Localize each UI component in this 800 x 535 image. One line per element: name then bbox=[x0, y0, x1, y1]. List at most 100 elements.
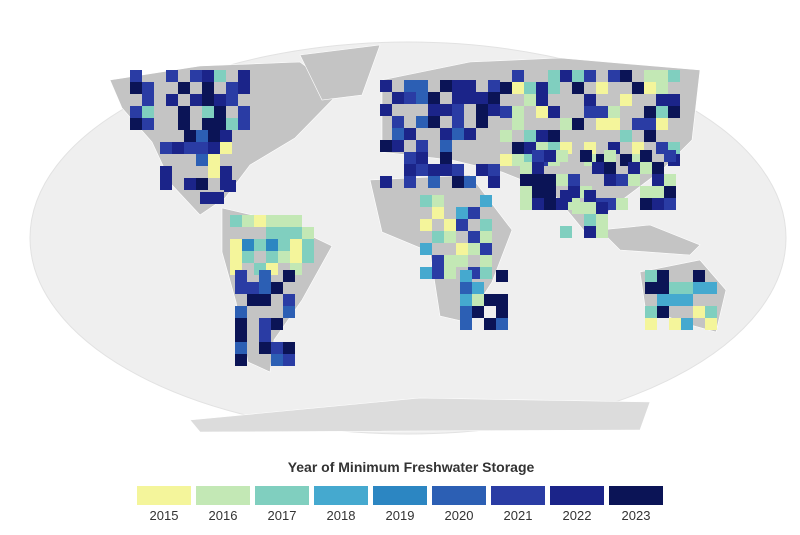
map-cell bbox=[645, 270, 657, 282]
map-cell bbox=[428, 116, 440, 128]
map-cell bbox=[290, 239, 302, 251]
map-cell bbox=[592, 162, 604, 174]
map-cell bbox=[645, 318, 657, 330]
map-cell bbox=[472, 282, 484, 294]
map-cell bbox=[380, 176, 392, 188]
map-cell bbox=[404, 80, 416, 92]
map-cell bbox=[532, 198, 544, 210]
map-cell bbox=[500, 106, 512, 118]
map-cell bbox=[476, 116, 488, 128]
map-cell bbox=[468, 207, 480, 219]
map-cell bbox=[166, 70, 178, 82]
map-cell bbox=[278, 215, 290, 227]
map-cell bbox=[628, 162, 640, 174]
map-cell bbox=[548, 130, 560, 142]
map-cell bbox=[283, 306, 295, 318]
map-cell bbox=[302, 239, 314, 251]
map-cell bbox=[266, 215, 278, 227]
map-cell bbox=[172, 142, 184, 154]
map-cell bbox=[512, 118, 524, 130]
map-cell bbox=[230, 239, 242, 251]
map-cell bbox=[460, 282, 472, 294]
map-cell bbox=[681, 294, 693, 306]
map-cell bbox=[290, 227, 302, 239]
map-cell bbox=[440, 80, 452, 92]
map-cell bbox=[452, 104, 464, 116]
map-cell bbox=[238, 106, 250, 118]
map-cell bbox=[512, 106, 524, 118]
map-cell bbox=[524, 130, 536, 142]
map-cell bbox=[226, 94, 238, 106]
map-cell bbox=[283, 342, 295, 354]
map-cell bbox=[556, 150, 568, 162]
map-cell bbox=[616, 198, 628, 210]
legend-swatch bbox=[196, 486, 250, 505]
map-cell bbox=[202, 106, 214, 118]
map-cell bbox=[616, 174, 628, 186]
map-cell bbox=[160, 166, 172, 178]
map-cell bbox=[644, 70, 656, 82]
map-cell bbox=[214, 70, 226, 82]
map-cell bbox=[656, 118, 668, 130]
map-cell bbox=[432, 267, 444, 279]
map-cell bbox=[440, 152, 452, 164]
map-cell bbox=[440, 128, 452, 140]
map-cell bbox=[142, 82, 154, 94]
map-cell bbox=[259, 282, 271, 294]
map-cell bbox=[532, 186, 544, 198]
map-cell bbox=[476, 164, 488, 176]
map-cell bbox=[488, 104, 500, 116]
map-cell bbox=[548, 106, 560, 118]
map-cell bbox=[532, 174, 544, 186]
map-cell bbox=[226, 82, 238, 94]
antarctica bbox=[189, 397, 651, 433]
map-cell bbox=[572, 82, 584, 94]
map-cell bbox=[669, 294, 681, 306]
map-cell bbox=[420, 195, 432, 207]
map-cell bbox=[496, 306, 508, 318]
map-cell bbox=[416, 92, 428, 104]
map-cell bbox=[496, 318, 508, 330]
map-cell bbox=[596, 82, 608, 94]
map-cell bbox=[608, 118, 620, 130]
map-cell bbox=[278, 227, 290, 239]
legend-swatch bbox=[314, 486, 368, 505]
map-cell bbox=[480, 219, 492, 231]
map-cell bbox=[259, 270, 271, 282]
map-cell bbox=[266, 251, 278, 263]
map-cell bbox=[142, 94, 154, 106]
map-cell bbox=[652, 162, 664, 174]
legend-label: 2019 bbox=[386, 508, 415, 523]
map-cell bbox=[512, 82, 524, 94]
map-cell bbox=[460, 318, 472, 330]
map-cell bbox=[664, 150, 676, 162]
legend-label: 2016 bbox=[209, 508, 238, 523]
map-cell bbox=[208, 130, 220, 142]
map-cell bbox=[520, 186, 532, 198]
map-cell bbox=[238, 70, 250, 82]
map-cell bbox=[476, 104, 488, 116]
map-cell bbox=[657, 294, 669, 306]
map-cell bbox=[640, 162, 652, 174]
map-cell bbox=[488, 80, 500, 92]
map-cell bbox=[440, 104, 452, 116]
map-cell bbox=[464, 128, 476, 140]
map-cell bbox=[290, 215, 302, 227]
map-cell bbox=[496, 294, 508, 306]
legend: 2015 2016 2017 2018 2019 2020 2021 2022 2023 bbox=[137, 486, 663, 523]
map-cell bbox=[664, 186, 676, 198]
map-cell bbox=[464, 80, 476, 92]
map-cell bbox=[142, 106, 154, 118]
map-cell bbox=[664, 198, 676, 210]
map-cell bbox=[208, 142, 220, 154]
map-cell bbox=[224, 180, 236, 192]
map-cell bbox=[452, 80, 464, 92]
map-cell bbox=[184, 178, 196, 190]
map-cell bbox=[404, 152, 416, 164]
map-cell bbox=[196, 154, 208, 166]
map-cell bbox=[480, 255, 492, 267]
map-cell bbox=[705, 306, 717, 318]
map-cell bbox=[456, 255, 468, 267]
map-cell bbox=[242, 215, 254, 227]
map-cell bbox=[130, 70, 142, 82]
